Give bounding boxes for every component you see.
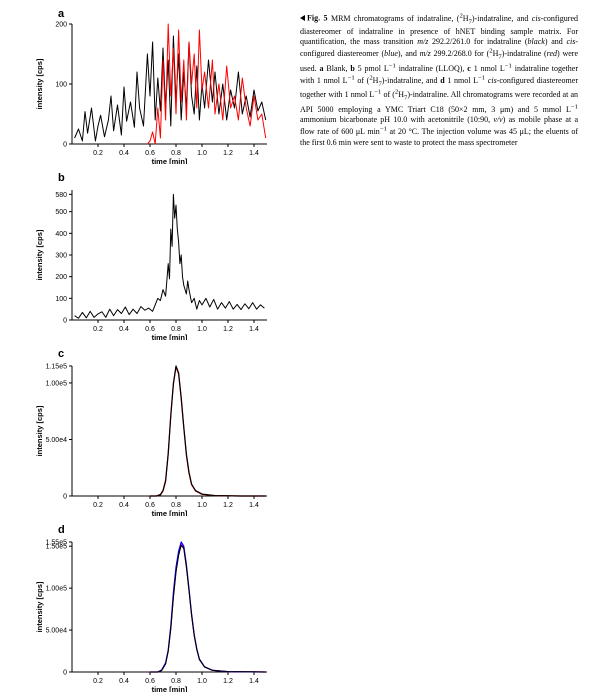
ytick: 0 (63, 142, 67, 149)
xtick: 0.4 (119, 502, 129, 509)
chromatogram-d: 0.2 0.4 0.6 0.8 1.0 1.2 1.4 time [min] 0 5.00e4 1.… (34, 538, 271, 692)
y-axis-label: intensity [cps] (35, 405, 44, 456)
xtick: 1.2 (223, 678, 233, 685)
xtick: 0.6 (145, 150, 155, 157)
panel-c: c0.20.40.60.81.01.21.4time [min]05.00e41… (0, 348, 290, 508)
panel-a: a0.20.40.60.81.01.21.4time [min]0100200i… (0, 8, 290, 156)
y-axis-label: intensity [cps] (35, 229, 44, 280)
y-axis-label: intensity [cps] (35, 58, 44, 109)
chromatogram-a: 0.2 0.4 0.6 0.8 1.0 1.2 1.4 time [min] 0 100 200 in… (34, 20, 271, 164)
series-indatraline (150, 366, 266, 496)
xtick: 0.2 (93, 326, 103, 333)
xtick: 1.4 (249, 150, 259, 157)
ytick: 300 (55, 253, 67, 260)
x-axis-label: time [min] (152, 157, 188, 164)
xtick: 1.2 (223, 326, 233, 333)
ytick: 0 (63, 318, 67, 325)
ytick: 1.00e5 (46, 380, 68, 387)
xtick: 1.2 (223, 150, 233, 157)
xtick: 1.0 (197, 326, 207, 333)
chromatogram-c: 0.2 0.4 0.6 0.8 1.0 1.2 1.4 time [min] 0 5.00e4 1.… (34, 362, 271, 516)
ytick: 580 (55, 192, 67, 199)
xtick: 1.4 (249, 678, 259, 685)
series-d7-indatraline (150, 367, 266, 496)
ytick: 5.00e4 (46, 628, 68, 635)
xtick: 0.6 (145, 678, 155, 685)
xtick: 0.2 (93, 502, 103, 509)
ytick: 1.55e5 (46, 540, 68, 547)
xtick: 1.2 (223, 502, 233, 509)
figure-label: Fig. 5 (307, 14, 328, 23)
ytick: 400 (55, 231, 67, 238)
panel-d: d0.20.40.60.81.01.21.4time [min]05.00e41… (0, 524, 290, 684)
xtick: 1.0 (197, 150, 207, 157)
series-indatraline (75, 194, 265, 318)
xtick: 0.8 (171, 150, 181, 157)
caption-body: MRM chromatograms of indatraline, (2H7)-… (300, 14, 578, 147)
ytick: 1.00e5 (46, 586, 68, 593)
xtick: 0.2 (93, 150, 103, 157)
page: Fig. 5 MRM chromatograms of indatraline,… (0, 0, 589, 699)
panel-label-b: b (58, 172, 65, 184)
xtick: 0.2 (93, 678, 103, 685)
ytick: 0 (63, 494, 67, 501)
xtick: 1.4 (249, 326, 259, 333)
xtick: 1.0 (197, 678, 207, 685)
ytick: 100 (55, 82, 67, 89)
figure-caption: Fig. 5 MRM chromatograms of indatraline,… (300, 12, 578, 148)
pointer-icon (300, 15, 305, 21)
xtick: 0.8 (171, 502, 181, 509)
panel-label-d: d (58, 524, 65, 536)
ytick: 200 (55, 22, 67, 29)
xtick: 0.6 (145, 502, 155, 509)
xtick: 0.4 (119, 150, 129, 157)
panel-label-a: a (58, 8, 64, 20)
x-axis-label: time [min] (152, 333, 188, 340)
x-axis-label: time [min] (152, 509, 188, 516)
ytick: 0 (63, 670, 67, 677)
series-cis-diastereomer (150, 542, 266, 672)
ytick: 5.00e4 (46, 437, 68, 444)
panel-b: b0.20.40.60.81.01.21.4time [min]01002003… (0, 172, 290, 332)
ytick: 100 (55, 296, 67, 303)
xtick: 0.4 (119, 326, 129, 333)
chromatogram-b: 0.2 0.4 0.6 0.8 1.0 1.2 1.4 time [min] 0 100 200 30… (34, 186, 271, 340)
xtick: 1.4 (249, 502, 259, 509)
ytick: 1.15e5 (46, 364, 68, 371)
ytick: 500 (55, 209, 67, 216)
panel-label-c: c (58, 348, 64, 360)
xtick: 0.8 (171, 326, 181, 333)
xtick: 0.8 (171, 678, 181, 685)
xtick: 0.6 (145, 326, 155, 333)
y-axis-label: intensity [cps] (35, 581, 44, 632)
x-axis-label: time [min] (152, 685, 188, 692)
ytick: 200 (55, 274, 67, 281)
xtick: 0.4 (119, 678, 129, 685)
xtick: 1.0 (197, 502, 207, 509)
